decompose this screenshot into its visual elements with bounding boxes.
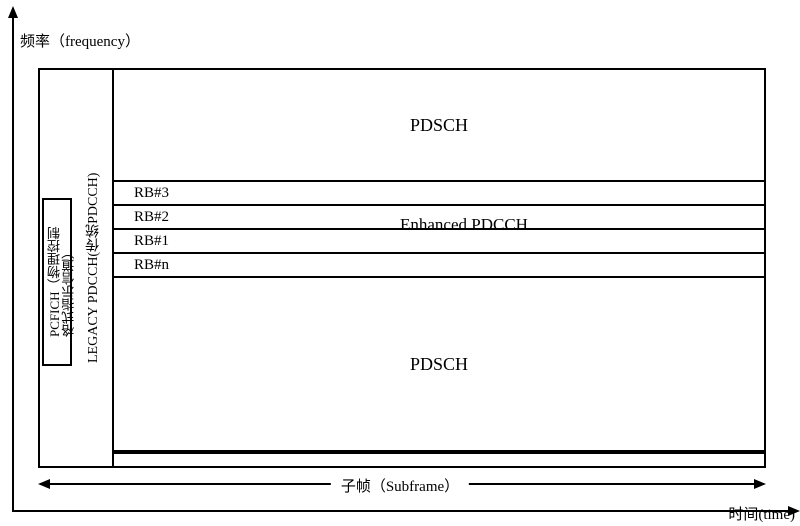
pdsch-bottom-label: PDSCH (410, 354, 468, 375)
pcfich-box: PCFICH（物理控制 格式指示信道） (42, 198, 72, 366)
pdsch-bottom: PDSCH (114, 278, 764, 452)
legacy-pdcch-column: LEGACY PDCCH(传统PDCCH) (76, 70, 114, 466)
y-axis-label: 频率（frequency） (20, 30, 140, 51)
legacy-pdcch-label: LEGACY PDCCH(传统PDCCH) (76, 70, 112, 466)
pcfich-column: PCFICH（物理控制 格式指示信道） (40, 70, 76, 466)
x-axis-line (12, 510, 790, 512)
bottom-spacer (114, 452, 764, 466)
enhanced-pdcch-label: Enhanced PDCCH (400, 215, 528, 235)
subframe-frame: PCFICH（物理控制 格式指示信道） LEGACY PDCCH(传统PDCCH… (38, 68, 766, 468)
pdsch-top-label: PDSCH (410, 115, 468, 136)
subframe-left-arrowhead (38, 479, 50, 489)
subframe-label: 子帧（Subframe） (331, 475, 469, 496)
rb-row-3: RB#3 (114, 182, 764, 206)
x-axis-label: 时间(time) (728, 503, 795, 524)
y-axis-line (12, 8, 14, 510)
rb1-label: RB#1 (134, 233, 169, 250)
rbn-label: RB#n (134, 257, 169, 274)
lte-subframe-diagram: 频率（frequency） 时间(time) PCFICH（物理控制 格式指示信… (0, 0, 800, 526)
pdsch-top: PDSCH (114, 70, 764, 182)
content-column: PDSCH RB#3 RB#2 RB#1 RB#n PDSCH (114, 70, 764, 466)
rb2-label: RB#2 (134, 209, 169, 226)
rb-row-n: RB#n (114, 254, 764, 278)
subframe-right-arrowhead (754, 479, 766, 489)
y-axis-arrowhead (8, 6, 18, 18)
rb3-label: RB#3 (134, 185, 169, 202)
